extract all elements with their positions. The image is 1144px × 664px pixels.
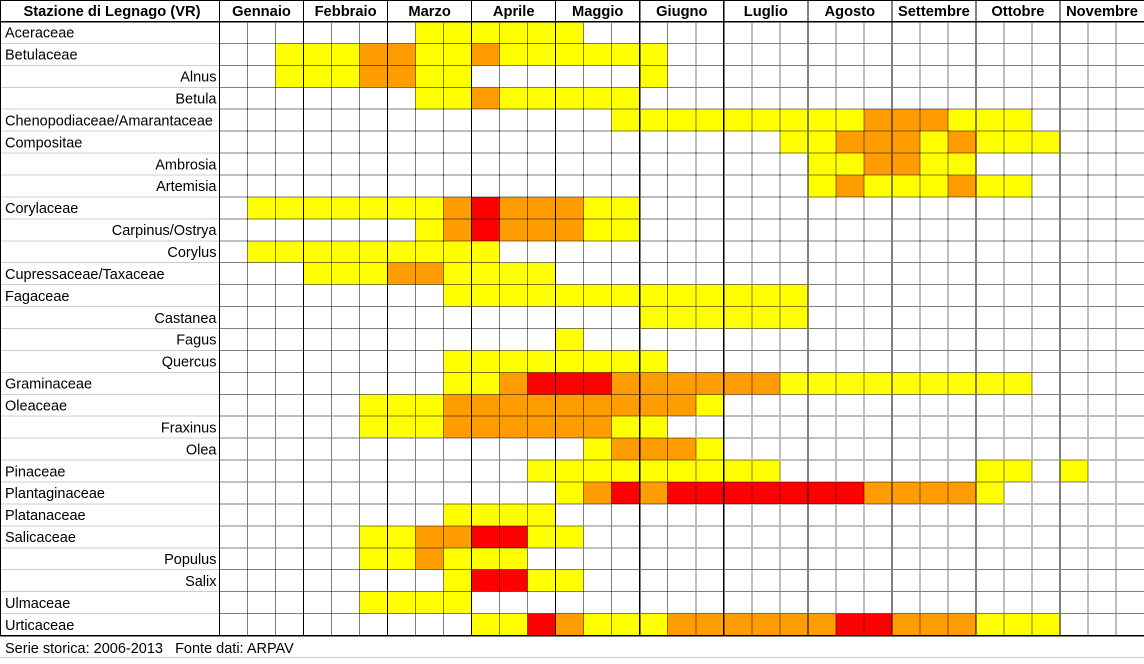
svg-text:Betula: Betula <box>175 92 217 108</box>
svg-text:Betulaceae: Betulaceae <box>5 48 78 64</box>
svg-text:Artemisia: Artemisia <box>156 179 217 195</box>
svg-text:Maggio: Maggio <box>572 4 623 20</box>
svg-text:Fagaceae: Fagaceae <box>5 289 70 305</box>
svg-text:Alnus: Alnus <box>180 70 216 86</box>
svg-text:Ulmaceae: Ulmaceae <box>5 596 70 612</box>
svg-text:Ottobre: Ottobre <box>991 4 1044 20</box>
svg-text:Chenopodiaceae/Amarantaceae: Chenopodiaceae/Amarantaceae <box>5 113 213 129</box>
svg-text:Graminaceae: Graminaceae <box>5 377 92 393</box>
svg-text:Salicaceae: Salicaceae <box>5 530 76 546</box>
svg-text:Marzo: Marzo <box>408 4 450 20</box>
svg-text:Plantaginaceae: Plantaginaceae <box>5 486 105 502</box>
svg-text:Aprile: Aprile <box>493 4 535 20</box>
svg-text:Fraxinus: Fraxinus <box>161 420 217 436</box>
svg-text:Febbraio: Febbraio <box>315 4 377 20</box>
svg-text:Corylaceae: Corylaceae <box>5 201 78 217</box>
svg-text:Olea: Olea <box>186 442 218 458</box>
svg-text:Cupressaceae/Taxaceae: Cupressaceae/Taxaceae <box>5 267 165 283</box>
svg-text:Stazione di Legnago (VR): Stazione di Legnago (VR) <box>23 4 200 20</box>
svg-text:Giugno: Giugno <box>656 4 707 20</box>
svg-text:Agosto: Agosto <box>825 4 876 20</box>
svg-text:Salix: Salix <box>185 574 217 590</box>
svg-text:Carpinus/Ostrya: Carpinus/Ostrya <box>112 223 218 239</box>
svg-text:Populus: Populus <box>164 552 216 568</box>
svg-text:Serie storica: 2006-2013 Fon: Serie storica: 2006-2013 Fonte dati: ARP… <box>5 641 294 657</box>
svg-text:Fagus: Fagus <box>176 333 216 349</box>
svg-text:Oleaceae: Oleaceae <box>5 399 67 415</box>
svg-text:Aceraceae: Aceraceae <box>5 26 74 42</box>
svg-text:Urticaceae: Urticaceae <box>5 618 74 634</box>
svg-text:Pinaceae: Pinaceae <box>5 464 65 480</box>
svg-text:Settembre: Settembre <box>898 4 970 20</box>
svg-text:Ambrosia: Ambrosia <box>155 157 217 173</box>
svg-text:Novembre: Novembre <box>1066 4 1138 20</box>
svg-text:Quercus: Quercus <box>162 355 217 371</box>
svg-text:Compositae: Compositae <box>5 135 82 151</box>
svg-text:Gennaio: Gennaio <box>232 4 291 20</box>
svg-text:Corylus: Corylus <box>167 245 216 261</box>
svg-text:Luglio: Luglio <box>744 4 788 20</box>
svg-text:Platanaceae: Platanaceae <box>5 508 86 524</box>
svg-text:Castanea: Castanea <box>154 311 217 327</box>
